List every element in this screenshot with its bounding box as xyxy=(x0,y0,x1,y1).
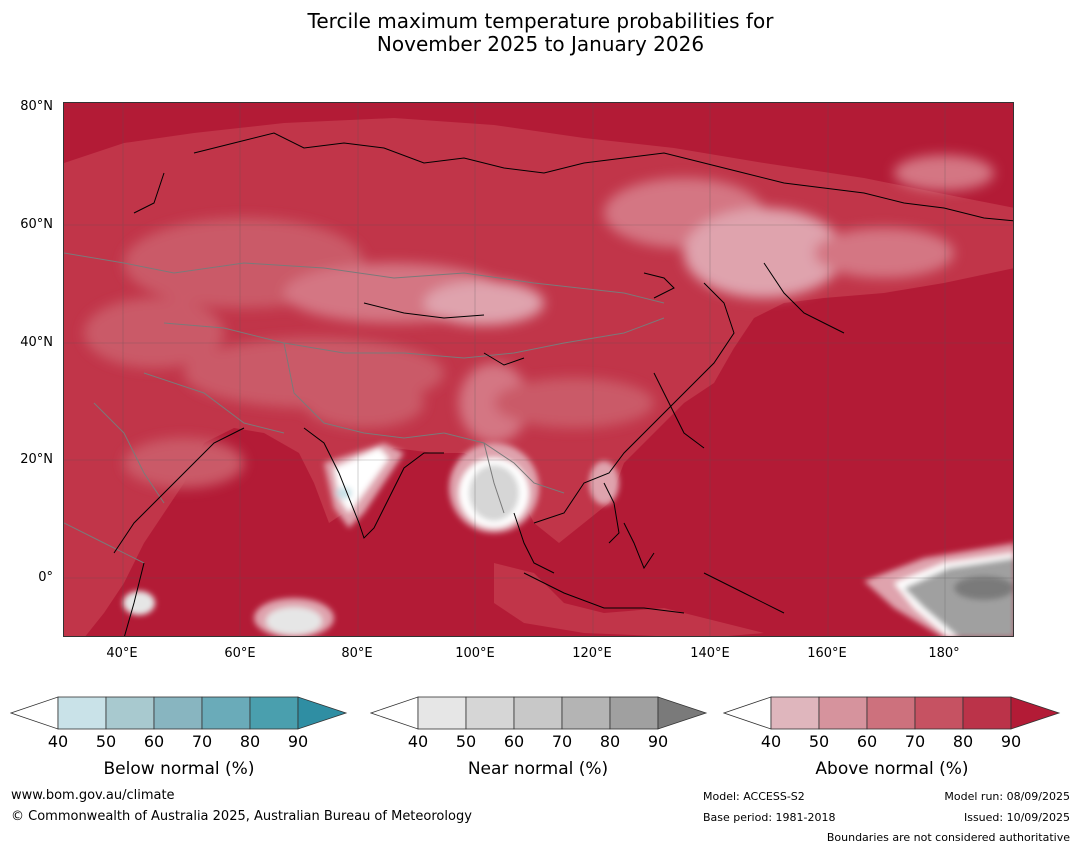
colorbar-above-tick-label: 90 xyxy=(1000,732,1022,751)
colorbar-above-low-extend xyxy=(722,696,772,730)
colorbar-above-ticks: 40 50 60 70 80 90 xyxy=(723,733,1063,753)
colorbar-above-tick-label: 80 xyxy=(952,732,974,751)
probability-map xyxy=(63,102,1014,637)
colorbar-above-tick-label: 50 xyxy=(808,732,830,751)
colorbar-near xyxy=(369,695,710,735)
colorbar-above-label: Above normal (%) xyxy=(815,759,969,779)
colorbar-near-label: Near normal (%) xyxy=(467,759,609,779)
copyright-text: © Commonwealth of Australia 2025, Austra… xyxy=(11,809,472,824)
colorbar-below-high-extend xyxy=(297,696,348,730)
colorbar-below-tick-label: 40 xyxy=(47,732,69,751)
colorbar-below-svg xyxy=(9,696,348,730)
boundaries-note: Boundaries are not considered authoritat… xyxy=(826,831,1070,844)
colorbar-above-segment xyxy=(914,696,964,730)
colorbar-below-tick-label: 90 xyxy=(287,732,309,751)
chart-title: Tercile maximum temperature probabilitie… xyxy=(0,10,1081,56)
colorbar-above-segment xyxy=(962,696,1012,730)
model-text: Model: ACCESS-S2 xyxy=(703,790,805,803)
colorbar-below-segment xyxy=(249,696,299,730)
colorbar-above xyxy=(722,695,1063,735)
colorbar-above-segment xyxy=(770,696,820,730)
colorbar-below-tick-label: 50 xyxy=(95,732,117,751)
indian-ocean-patch xyxy=(123,591,334,636)
colorbar-above-segment xyxy=(866,696,916,730)
colorbar-near-segment xyxy=(513,696,563,730)
lon-label-180: 180° xyxy=(928,646,960,661)
pacific-patch xyxy=(864,543,1013,636)
lat-label-60n: 60°N xyxy=(20,217,53,232)
colorbar-below-ticks: 40 50 60 70 80 90 xyxy=(10,733,350,753)
colorbar-near-tick-label: 70 xyxy=(551,732,573,751)
colorbar-below-low-extend xyxy=(9,696,59,730)
colorbar-near-svg xyxy=(369,696,708,730)
colorbar-near-tick-label: 80 xyxy=(599,732,621,751)
colorbar-near-segment xyxy=(465,696,515,730)
colorbar-above-tick-label: 60 xyxy=(856,732,878,751)
lat-label-80n: 80°N xyxy=(20,99,53,114)
colorbar-below-segment xyxy=(57,696,107,730)
colorbar-near-tick-label: 50 xyxy=(455,732,477,751)
colorbar-above-svg xyxy=(722,696,1061,730)
map-svg xyxy=(64,103,1013,636)
colorbar-above-tick-label: 40 xyxy=(760,732,782,751)
maritime-land xyxy=(494,563,764,636)
colorbar-near-segment xyxy=(561,696,611,730)
colorbar-above-tick-label: 70 xyxy=(904,732,926,751)
lon-label-120e: 120°E xyxy=(572,646,612,661)
lon-label-140e: 140°E xyxy=(690,646,730,661)
lon-label-160e: 160°E xyxy=(807,646,847,661)
lon-label-100e: 100°E xyxy=(455,646,495,661)
colorbar-below-tick-label: 60 xyxy=(143,732,165,751)
colorbar-near-tick-label: 40 xyxy=(407,732,429,751)
colorbar-near-ticks: 40 50 60 70 80 90 xyxy=(370,733,710,753)
colorbar-near-segment xyxy=(417,696,467,730)
colorbar-below-tick-label: 70 xyxy=(191,732,213,751)
lon-label-80e: 80°E xyxy=(341,646,373,661)
colorbar-near-segment xyxy=(609,696,659,730)
colorbar-below-tick-label: 80 xyxy=(239,732,261,751)
gridlines xyxy=(64,103,1013,636)
lon-label-40e: 40°E xyxy=(106,646,138,661)
website-text: www.bom.gov.au/climate xyxy=(11,788,175,803)
above-normal-patches xyxy=(84,155,994,488)
colorbar-below-segment xyxy=(153,696,203,730)
model-run-text: Model run: 08/09/2025 xyxy=(944,790,1070,803)
issued-text: Issued: 10/09/2025 xyxy=(963,811,1070,824)
lat-label-40n: 40°N xyxy=(20,335,53,350)
base-period-text: Base period: 1981-2018 xyxy=(703,811,836,824)
lat-label-0: 0° xyxy=(38,570,53,585)
lon-label-60e: 60°E xyxy=(224,646,256,661)
colorbar-near-tick-label: 90 xyxy=(647,732,669,751)
colorbar-below-label: Below normal (%) xyxy=(103,759,255,779)
colorbar-below xyxy=(9,695,350,735)
colorbar-above-segment xyxy=(818,696,868,730)
lat-label-20n: 20°N xyxy=(20,452,53,467)
country-borders xyxy=(64,252,665,564)
colorbar-below-segment xyxy=(105,696,155,730)
title-line-2: November 2025 to January 2026 xyxy=(376,32,705,56)
colorbar-near-low-extend xyxy=(369,696,419,730)
colorbar-above-high-extend xyxy=(1010,696,1061,730)
coastlines xyxy=(113,132,1013,636)
colorbar-near-high-extend xyxy=(657,696,708,730)
colorbar-near-tick-label: 60 xyxy=(503,732,525,751)
colorbar-below-segment xyxy=(201,696,251,730)
title-line-1: Tercile maximum temperature probabilitie… xyxy=(307,9,774,33)
